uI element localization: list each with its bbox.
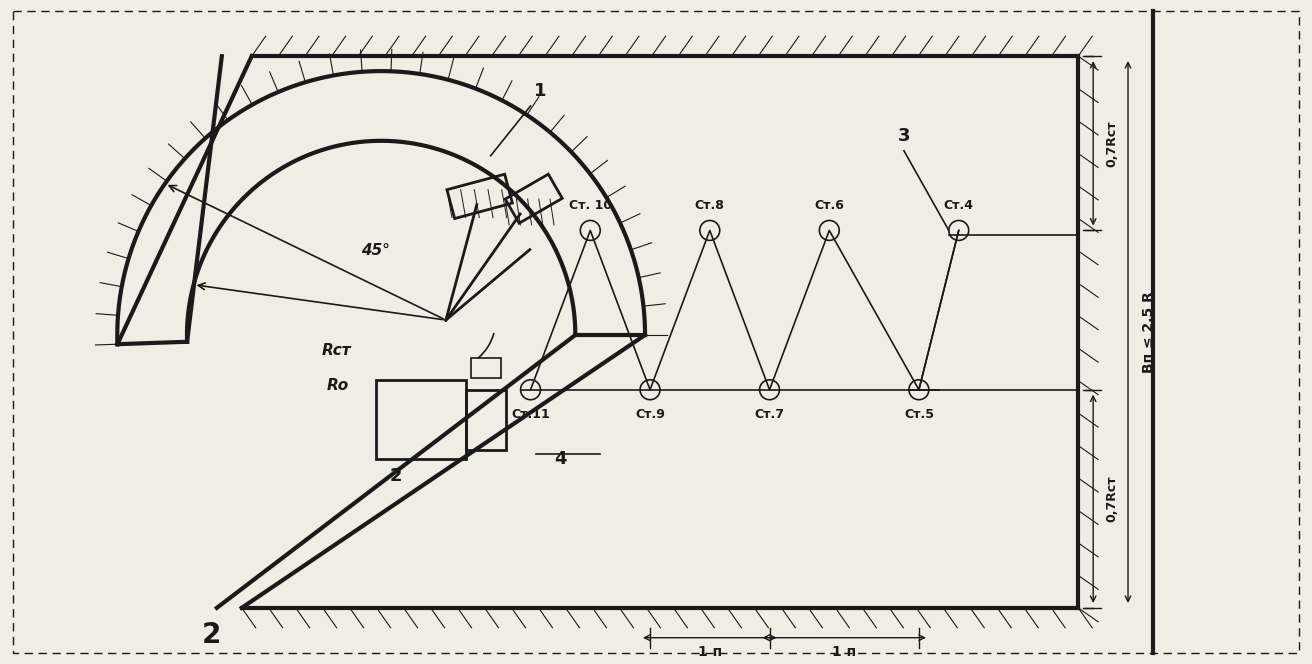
Text: 1: 1 — [534, 82, 547, 100]
Text: Вп ≤ 2,5 R: Вп ≤ 2,5 R — [1141, 291, 1156, 373]
Text: 2: 2 — [202, 621, 222, 649]
Text: 2: 2 — [390, 467, 403, 485]
Text: Ст.4: Ст.4 — [943, 199, 974, 212]
Text: 1 п: 1 п — [698, 645, 722, 659]
Bar — [377, 380, 466, 459]
Bar — [447, 174, 513, 218]
Text: Ст. 10: Ст. 10 — [568, 199, 611, 212]
Text: Ст.8: Ст.8 — [695, 199, 724, 212]
Bar — [505, 174, 563, 223]
Bar — [471, 358, 501, 378]
Text: 3: 3 — [897, 127, 911, 145]
Text: 4: 4 — [554, 450, 567, 468]
Text: 0,7Rст: 0,7Rст — [1105, 120, 1118, 167]
Text: Ст.5: Ст.5 — [904, 408, 934, 420]
Text: 45°: 45° — [361, 243, 390, 258]
Text: Ст.7: Ст.7 — [754, 408, 785, 420]
Text: Ст.9: Ст.9 — [635, 408, 665, 420]
Text: Rо: Rо — [327, 378, 349, 393]
Text: 0,7Rст: 0,7Rст — [1105, 475, 1118, 522]
Bar — [466, 390, 505, 450]
Text: Ст.6: Ст.6 — [815, 199, 844, 212]
Text: Rст: Rст — [321, 343, 352, 358]
Text: 1 п: 1 п — [832, 645, 857, 659]
Text: Ст.11: Ст.11 — [512, 408, 550, 420]
